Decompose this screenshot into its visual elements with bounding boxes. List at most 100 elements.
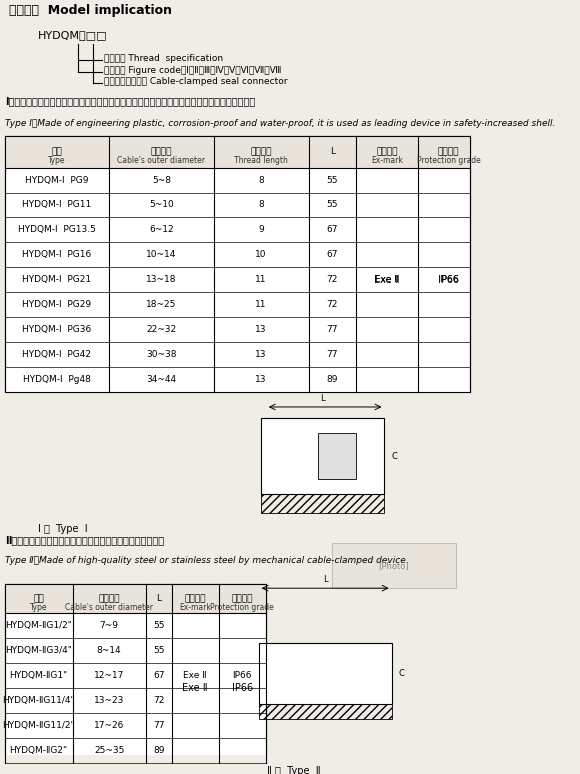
Text: [Photo]: [Photo] [379,561,409,570]
Text: HYDQM-ⅡG2": HYDQM-ⅡG2" [10,745,68,755]
Text: L: L [330,147,335,156]
Text: 13~18: 13~18 [146,276,177,284]
Text: HYDQM-ⅡG1": HYDQM-ⅡG1" [9,671,68,680]
Text: 77: 77 [327,350,338,359]
Text: Type: Type [48,156,66,166]
Text: Cable's outer diameter: Cable's outer diameter [117,156,205,166]
Text: 89: 89 [153,745,165,755]
Text: Protection grade: Protection grade [416,156,480,166]
Text: 13: 13 [255,375,267,384]
Text: 电缆夹紧密封接头 Cable-clamped seal connector: 电缆夹紧密封接头 Cable-clamped seal connector [104,77,288,86]
Text: 89: 89 [327,375,338,384]
Text: Ⅱ 型  Type  Ⅱ: Ⅱ 型 Type Ⅱ [267,766,321,774]
Text: HYDQM-Ⅰ  PG11: HYDQM-Ⅰ PG11 [23,200,92,210]
Bar [5,584,266,613]
Text: 8: 8 [258,176,264,184]
Text: Type Ⅱ：Made of high-quality steel or stainless steel by mechanical cable-clamped: Type Ⅱ：Made of high-quality steel or sta… [5,557,408,566]
Text: IP66: IP66 [439,276,458,284]
Text: Exe Ⅱ: Exe Ⅱ [183,671,207,680]
Text: 10: 10 [255,250,267,259]
Text: HYDQM-ⅡG11/2": HYDQM-ⅡG11/2" [2,721,75,730]
Text: 电缆外径: 电缆外径 [99,594,120,603]
Text: 77: 77 [153,721,165,730]
Text: HYDQM-Ⅰ  PG9: HYDQM-Ⅰ PG9 [25,176,89,184]
Text: 72: 72 [153,696,165,705]
Text: Exe Ⅱ: Exe Ⅱ [183,683,208,693]
Text: HYDQM－□□: HYDQM－□□ [38,30,108,40]
Text: 67: 67 [153,671,165,680]
Text: 72: 72 [327,300,338,309]
Text: HYDQM-Ⅰ  PG16: HYDQM-Ⅰ PG16 [23,250,92,259]
Bar [261,494,385,512]
Bar [259,643,392,704]
Text: 18~25: 18~25 [146,300,176,309]
Text: 防爆标志: 防爆标志 [376,147,397,156]
Text: 34~44: 34~44 [146,375,176,384]
Text: 螺纹规格 Thread  specification: 螺纹规格 Thread specification [104,54,223,63]
Text: 55: 55 [153,621,165,630]
Text: Exe Ⅱ: Exe Ⅱ [375,276,398,284]
Text: Type: Type [30,603,48,611]
Text: 6~12: 6~12 [149,225,173,235]
Text: HYDQM-ⅡG3/4": HYDQM-ⅡG3/4" [5,646,72,655]
Text: 67: 67 [327,250,338,259]
Text: 5~8: 5~8 [152,176,171,184]
Text: Ⅰ型：采用工程塑料压制而成，具有较强的防腐和防水性能，适用于增安型外壳中作引入装置用。: Ⅰ型：采用工程塑料压制而成，具有较强的防腐和防水性能，适用于增安型外壳中作引入装… [5,97,255,107]
Text: L: L [156,594,161,603]
Bar [261,418,385,494]
Text: 13: 13 [255,325,267,334]
Text: 55: 55 [327,176,338,184]
Bar [5,584,266,762]
Text: HYDQM-Ⅰ  Pg48: HYDQM-Ⅰ Pg48 [23,375,91,384]
Text: 12~17: 12~17 [94,671,124,680]
Text: 防护等级: 防护等级 [231,594,253,603]
Text: HYDQM-Ⅰ  PG21: HYDQM-Ⅰ PG21 [23,276,92,284]
Text: HYDQM-ⅡG1/2": HYDQM-ⅡG1/2" [5,621,72,630]
Text: 25~35: 25~35 [94,745,124,755]
Text: HYDQM-ⅡG11/4": HYDQM-ⅡG11/4" [2,696,75,705]
Bar [5,136,470,168]
Text: 防爆标志: 防爆标志 [184,594,206,603]
Text: 11: 11 [255,300,267,309]
Text: 17~26: 17~26 [94,721,124,730]
Text: Ex-mark: Ex-mark [371,156,403,166]
Text: 防护等级: 防护等级 [438,147,459,156]
Text: 22~32: 22~32 [146,325,176,334]
Text: HYDQM-Ⅰ  PG36: HYDQM-Ⅰ PG36 [23,325,92,334]
Text: Thread length: Thread length [234,156,288,166]
Text: 13: 13 [255,350,267,359]
Text: 72: 72 [327,276,338,284]
Text: 8: 8 [258,200,264,210]
Text: 13~23: 13~23 [94,696,124,705]
Bar [318,433,356,478]
Text: C: C [392,451,397,461]
Text: Ⅰ 型  Type  Ⅰ: Ⅰ 型 Type Ⅰ [38,524,88,534]
Text: Protection grade: Protection grade [211,603,274,611]
Text: 型号: 型号 [52,147,62,156]
Text: C: C [398,669,405,678]
Text: 55: 55 [327,200,338,210]
Text: 67: 67 [327,225,338,235]
Text: 77: 77 [327,325,338,334]
Text: L: L [323,575,328,584]
Text: 30~38: 30~38 [146,350,177,359]
Text: 10~14: 10~14 [146,250,176,259]
Bar [259,704,392,719]
Text: Exe Ⅱ: Exe Ⅱ [374,275,400,285]
Text: HYDQM-Ⅰ  PG29: HYDQM-Ⅰ PG29 [23,300,92,309]
Text: HYDQM-Ⅰ  PG42: HYDQM-Ⅰ PG42 [23,350,92,359]
Text: 型号: 型号 [33,594,44,603]
Bar [5,136,470,392]
Bar [332,543,456,588]
Text: 55: 55 [153,646,165,655]
Text: 9: 9 [258,225,264,235]
Text: 螺纹长度: 螺纹长度 [251,147,272,156]
Text: 11: 11 [255,276,267,284]
Text: L: L [320,394,325,403]
Text: Ex-mark: Ex-mark [179,603,211,611]
Text: 电缆外径: 电缆外径 [151,147,172,156]
Text: Ⅱ型：采用优质钢或不锈钢制作，采用机械式电缆夹紧装置。: Ⅱ型：采用优质钢或不锈钢制作，采用机械式电缆夹紧装置。 [5,536,164,546]
Text: Cable's outer diameter: Cable's outer diameter [65,603,153,611]
Text: IP66: IP66 [232,683,253,693]
Text: 5~10: 5~10 [149,200,174,210]
